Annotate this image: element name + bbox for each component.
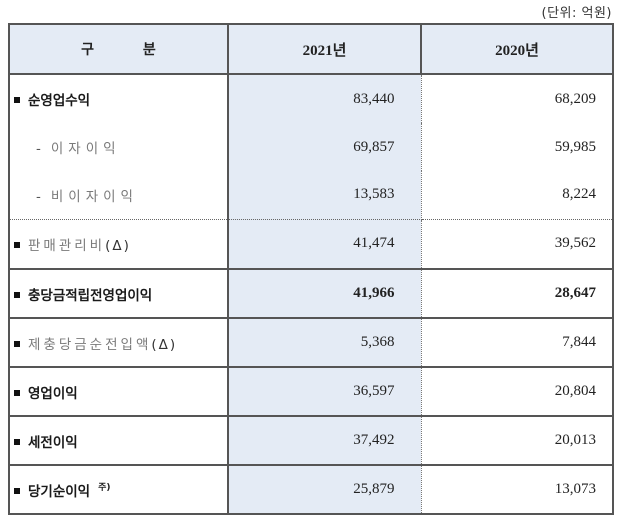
row-label: - 이자이익 [8,123,229,171]
header-2020: 2020년 [420,23,614,75]
value-2020: 59,985 [420,123,614,171]
row-label: 당기순이익 주) [8,465,229,515]
row-label: 제충당금순전입액(Δ) [8,318,229,368]
row-label: 순영업수익 [8,73,229,123]
table-row: - 비이자이익 13,583 8,224 [8,171,614,220]
square-bullet-icon [14,389,20,396]
value-2020: 20,013 [420,416,614,466]
value-2020: 8,224 [420,171,614,220]
square-bullet-icon [14,487,20,494]
value-2021: 5,368 [227,318,422,368]
row-label: 세전이익 [8,416,229,466]
value-2020: 68,209 [420,73,614,123]
table-row: 당기순이익 주) 25,879 13,073 [8,465,614,515]
value-2020: 39,562 [420,219,614,270]
table-row: 영업이익 36,597 20,804 [8,367,614,417]
value-2020: 7,844 [420,318,614,368]
square-bullet-icon [14,291,20,298]
value-2021: 69,857 [227,123,422,171]
header-row: 구 분 2021년 2020년 [8,23,614,75]
table-row: 제충당금순전입액(Δ) 5,368 7,844 [8,318,614,368]
square-bullet-icon [14,340,20,347]
value-2021: 83,440 [227,73,422,123]
row-label: 영업이익 [8,367,229,417]
table-row: - 이자이익 69,857 59,985 [8,123,614,171]
square-bullet-icon [14,438,20,445]
value-2020: 20,804 [420,367,614,417]
value-2021: 25,879 [227,465,422,515]
table-row: 판매관리비(Δ) 41,474 39,562 [8,219,614,270]
header-category: 구 분 [8,23,229,75]
value-2020: 28,647 [420,269,614,319]
row-label: 판매관리비(Δ) [8,219,229,270]
square-bullet-icon [14,241,20,248]
square-bullet-icon [14,97,20,103]
unit-label: (단위: 억원) [541,6,612,21]
value-2021: 41,474 [227,219,422,270]
financial-summary-table: 구 분 2021년 2020년 순영업수익 83,440 68,209 - 이자이… [8,23,614,515]
dash-marker-icon: - [36,188,41,205]
row-label: - 비이자이익 [8,171,229,220]
footnote-marker: 주) [98,483,111,493]
value-2020: 13,073 [420,465,614,515]
dash-marker-icon: - [36,141,41,157]
table-row: 순영업수익 83,440 68,209 [8,73,614,123]
value-2021: 13,583 [227,171,422,220]
table-row: 충당금적립전영업이익 41,966 28,647 [8,269,614,319]
header-2021: 2021년 [227,23,422,75]
row-label: 충당금적립전영업이익 [8,269,229,319]
value-2021: 41,966 [227,269,422,319]
value-2021: 36,597 [227,367,422,417]
value-2021: 37,492 [227,416,422,466]
table-row: 세전이익 37,492 20,013 [8,416,614,466]
